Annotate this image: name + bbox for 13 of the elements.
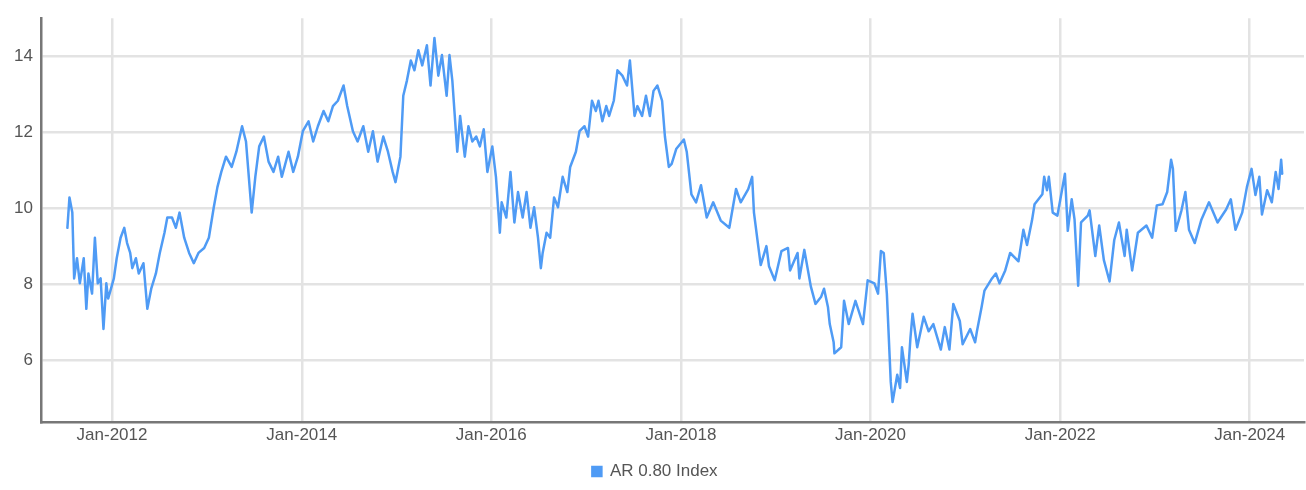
legend-label: AR 0.80 Index: [609, 461, 719, 481]
y-tick-label: 14: [13, 45, 33, 65]
y-tick-label: 8: [23, 274, 33, 294]
x-tick-label: Jan-2016: [455, 425, 527, 445]
x-tick-label: Jan-2022: [1024, 425, 1096, 445]
x-tick-label: Jan-2012: [76, 425, 148, 445]
x-tick-label: Jan-2024: [1214, 425, 1286, 445]
y-tick-label: 12: [13, 122, 33, 142]
y-tick-label: 10: [13, 198, 33, 218]
x-tick-label: Jan-2018: [645, 425, 717, 445]
x-tick-label: Jan-2014: [266, 425, 338, 445]
y-tick-label: 6: [23, 350, 33, 370]
x-tick-label: Jan-2020: [835, 425, 906, 445]
